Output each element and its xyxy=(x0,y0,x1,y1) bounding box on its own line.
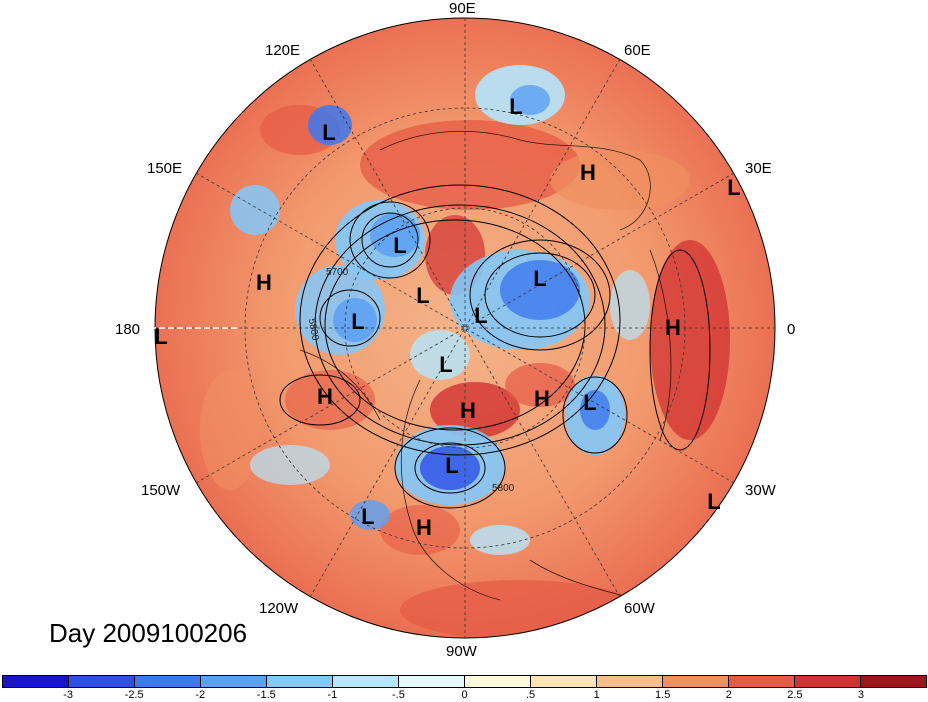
pressure-marker: H xyxy=(317,384,333,409)
graticule xyxy=(155,18,775,638)
colorbar-segment xyxy=(135,676,201,687)
colorbar-tick-label: 2.5 xyxy=(787,689,803,701)
colorbar-tick-label: 2 xyxy=(725,689,732,701)
pressure-marker: L xyxy=(445,453,459,478)
colorbar-segment xyxy=(267,676,333,687)
colorbar-tick-label: -2.5 xyxy=(124,689,144,701)
date-title: Day 2009100206 xyxy=(49,618,248,648)
pressure-marker: H xyxy=(416,515,432,540)
pressure-marker: L xyxy=(707,489,721,514)
colorbar-segment xyxy=(861,676,926,687)
colorbar-segment xyxy=(465,676,531,687)
colorbar-segment xyxy=(597,676,663,687)
colorbar-tick-label: -.5 xyxy=(392,689,405,701)
pressure-marker: L xyxy=(439,352,453,377)
contour-label: 5700 xyxy=(326,267,349,278)
lon-label-120e: 120E xyxy=(265,42,301,59)
lon-label-180: 180 xyxy=(115,321,141,338)
pressure-marker: L xyxy=(509,94,523,119)
contour-label: 5800 xyxy=(492,483,515,494)
colorbar-tick-label: 1.5 xyxy=(655,689,671,701)
colorbar-tick-label: -2 xyxy=(195,689,206,701)
colorbar-segment xyxy=(333,676,399,687)
pressure-marker: H xyxy=(534,386,550,411)
colorbar-segment xyxy=(201,676,267,687)
colorbar-tick-label: -3 xyxy=(63,689,73,701)
lon-label-120w: 120W xyxy=(259,600,299,617)
pressure-marker: H xyxy=(460,398,476,423)
colorbar-tick-label: .5 xyxy=(525,689,536,701)
pressure-marker: L xyxy=(474,303,488,328)
pressure-marker: H xyxy=(256,270,272,295)
colorbar-segment xyxy=(3,676,69,687)
colorbar-tick-label: -1 xyxy=(327,689,338,701)
pressure-marker: L xyxy=(393,233,407,258)
pressure-marker: H xyxy=(580,160,596,185)
pressure-marker: L xyxy=(416,283,430,308)
lon-label-60e: 60E xyxy=(624,42,651,59)
pressure-marker: L xyxy=(351,309,365,334)
colorbar-segment xyxy=(663,676,729,687)
colorbar-tick-label: 3 xyxy=(857,689,864,701)
colorbar-tick-label: -1.5 xyxy=(256,689,276,701)
colorbar-tick-label: 1 xyxy=(593,689,600,701)
lon-label-60w: 60W xyxy=(624,600,655,617)
lon-label-90w: 90W xyxy=(446,643,477,660)
pressure-marker: H xyxy=(665,315,681,340)
lon-label-30w: 30W xyxy=(745,482,776,499)
lon-label-30e: 30E xyxy=(745,160,772,177)
colorbar-segment xyxy=(69,676,135,687)
lon-label-150e: 150E xyxy=(147,160,183,177)
lon-label-90e: 90E xyxy=(449,0,476,17)
pressure-marker: L xyxy=(533,266,547,291)
pressure-marker: L xyxy=(154,324,168,349)
pressure-marker: L xyxy=(361,504,375,529)
pressure-marker: L xyxy=(583,390,597,415)
colorbar xyxy=(2,675,927,688)
lon-label-0: 0 xyxy=(787,321,796,338)
lon-label-150w: 150W xyxy=(141,482,181,499)
colorbar-segment xyxy=(531,676,597,687)
pressure-marker: L xyxy=(727,175,741,200)
pressure-marker: L xyxy=(322,120,336,145)
colorbar-tick-label: 0 xyxy=(461,689,468,701)
colorbar-segment xyxy=(795,676,861,687)
colorbar-segment xyxy=(399,676,465,687)
colorbar-segment xyxy=(729,676,795,687)
